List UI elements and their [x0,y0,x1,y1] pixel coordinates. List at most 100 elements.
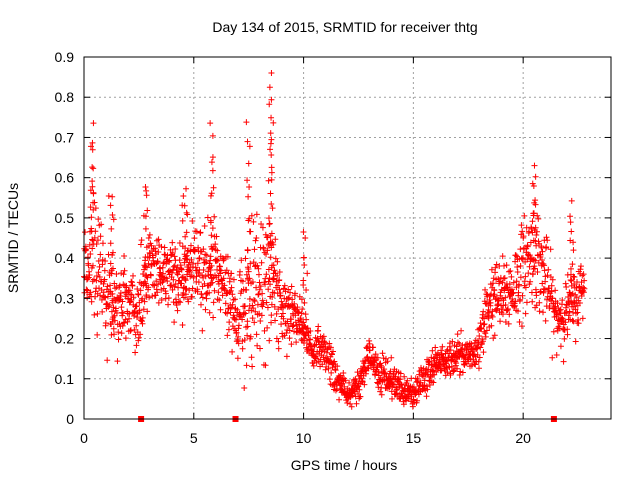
y-axis-label: SRMTID / TECUs [5,183,21,293]
data-point [517,274,524,281]
data-point [142,225,149,232]
data-point [216,297,223,304]
data-point [138,317,145,324]
data-point [303,316,310,323]
data-point [278,298,285,305]
data-point [117,290,124,297]
data-point [214,256,221,263]
data-point [142,183,149,190]
data-point [570,247,577,254]
data-point [276,277,283,284]
data-point [573,294,580,301]
data-point [512,252,519,259]
data-point [123,282,130,289]
data-point [366,347,373,354]
data-point [125,295,132,302]
data-point [110,216,117,223]
data-point [213,258,220,265]
data-point [341,383,348,390]
data-point [162,290,169,297]
data-point [340,369,347,376]
data-point [519,292,526,299]
data-point [364,353,371,360]
data-point [180,294,187,301]
data-point [544,237,551,244]
data-point [547,246,554,253]
data-point [568,292,575,299]
data-point [93,277,100,284]
data-point [503,262,510,269]
data-point [258,312,265,319]
data-point [127,327,134,334]
data-point [90,189,97,196]
data-point [149,281,156,288]
data-point [217,306,224,313]
data-point [483,327,490,334]
data-point [202,273,209,280]
data-point [327,344,334,351]
data-point [268,200,275,207]
data-point [357,393,364,400]
data-point [274,272,281,279]
data-point [498,286,505,293]
data-point [244,323,251,330]
data-point [209,132,216,139]
data-point [532,224,539,231]
data-point [183,285,190,292]
data-point [109,212,116,219]
data-point [377,362,384,369]
data-point [199,294,206,301]
data-point [533,302,540,309]
data-point [530,182,537,189]
data-point [571,298,578,305]
data-point [246,275,253,282]
data-point [257,283,264,290]
data-point [459,369,466,376]
data-point [579,315,586,322]
data-point [87,289,94,296]
data-point [88,214,95,221]
data-point [136,279,143,286]
data-point [270,270,277,277]
data-point [348,403,355,410]
data-point [230,312,237,319]
x-tick-label: 10 [296,430,312,446]
data-point [426,382,433,389]
data-point [211,287,218,294]
data-point [170,276,177,283]
data-point [426,358,433,365]
data-point [90,199,97,206]
data-point [86,271,93,278]
data-point [105,192,112,199]
data-point [268,164,275,171]
data-point [181,259,188,266]
data-point [94,331,101,338]
data-point [175,284,182,291]
data-point [119,322,126,329]
data-point [567,271,574,278]
data-point [559,297,566,304]
data-point [533,232,540,239]
y-tick-label: 0.9 [55,49,75,65]
data-point [136,307,143,314]
data-point [451,367,458,374]
data-point [267,146,274,153]
data-point [210,314,217,321]
data-point [276,268,283,275]
data-point [179,202,186,209]
data-point [529,229,536,236]
data-point [270,275,277,282]
data-point [516,281,523,288]
data-point [472,361,479,368]
data-point [207,217,214,224]
data-point [580,271,587,278]
data-point [328,351,335,358]
data-point [544,272,551,279]
data-point [87,251,94,258]
data-point [328,369,335,376]
data-point [528,225,535,232]
data-point [541,267,548,274]
data-point [89,146,96,153]
data-point [491,332,498,339]
data-point [109,290,116,297]
